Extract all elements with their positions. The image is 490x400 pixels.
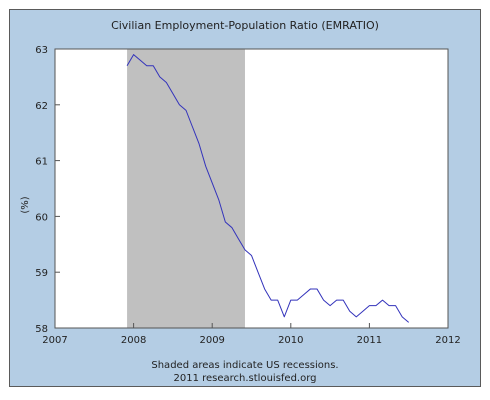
x-tick-label: 2007 [42,335,67,346]
chart-title: Civilian Employment-Population Ratio (EM… [111,19,379,32]
footer-source: 2011 research.stlouisfed.org [173,373,316,384]
y-tick-label: 63 [35,45,48,56]
y-tick-label: 62 [35,101,48,112]
footer-note: Shaded areas indicate US recessions. [151,360,338,371]
y-axis-label: (%) [20,196,31,213]
y-tick-label: 61 [35,157,48,168]
plot-border [54,48,449,329]
x-tick-label: 2011 [357,335,382,346]
y-tick-label: 60 [35,212,48,223]
recession-band [127,49,245,328]
x-tick-label: 2008 [121,335,146,346]
y-tick-label: 58 [35,324,48,335]
x-tick-label: 2009 [199,335,224,346]
series-line [126,54,410,323]
x-tick-label: 2012 [435,335,460,346]
plot-area [54,48,449,329]
y-tick-label: 59 [35,268,48,279]
x-tick-label: 2010 [278,335,303,346]
